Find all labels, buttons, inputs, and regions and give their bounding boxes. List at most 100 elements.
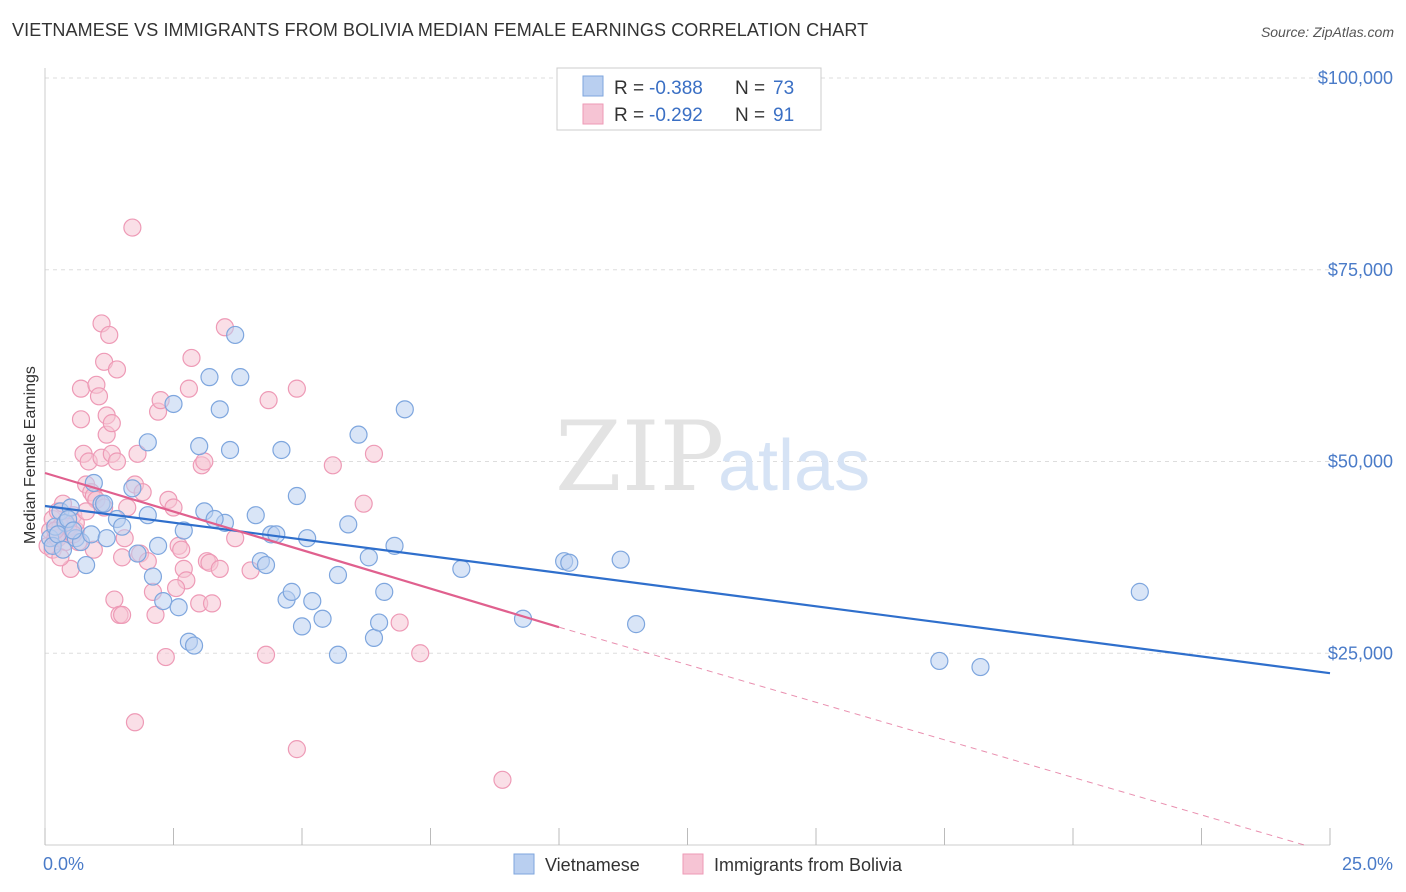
vietnamese-point-56 — [452, 559, 471, 578]
bolivia-point-62 — [210, 559, 229, 578]
bolivia-point-61 — [202, 594, 222, 613]
legend-swatch-vietnamese — [513, 853, 535, 875]
bolivia-point-82 — [112, 605, 132, 625]
stats-n-label-1: N = — [735, 78, 765, 99]
vietnamese-point-48 — [339, 515, 358, 534]
y-tick-label-0: $25,000 — [1328, 643, 1393, 663]
bolivia-point-54 — [179, 379, 199, 398]
stats-swatch-blue — [582, 75, 604, 97]
vietnamese-point-38 — [272, 440, 291, 460]
vietnamese-point-30 — [220, 440, 240, 460]
vietnamese-point-51 — [364, 628, 384, 648]
vietnamese-point-20 — [164, 394, 183, 414]
legend: Vietnamese Immigrants from Bolivia — [513, 853, 903, 875]
stats-swatch-pink — [582, 103, 604, 125]
vietnamese-point-43 — [298, 529, 317, 548]
vietnamese-point-44 — [303, 591, 322, 611]
y-axis-label: Median Female Earnings — [22, 366, 39, 544]
vietnamese-point-25 — [190, 437, 209, 456]
bolivia-point-47 — [156, 647, 175, 667]
vietnamese-point-63 — [971, 657, 990, 677]
vietnamese-point-41 — [287, 486, 306, 506]
vietnamese-point-12 — [95, 494, 114, 513]
vietnamese-point-45 — [313, 609, 332, 628]
bolivia-point-58 — [195, 452, 214, 471]
vietnamese-point-40 — [282, 582, 301, 601]
vietnamese-point-14 — [123, 479, 142, 498]
vietnamese-point-18 — [143, 567, 163, 586]
vietnamese-point-67 — [64, 521, 83, 540]
vietnamese-point-68 — [97, 529, 116, 548]
watermark: ZIP atlas — [555, 401, 870, 513]
bolivia-point-71 — [354, 494, 373, 513]
vietnamese-point-52 — [370, 613, 389, 632]
vietnamese-point-70 — [148, 536, 168, 555]
bolivia-point-68 — [287, 379, 306, 398]
bolivia-point-39 — [128, 444, 147, 463]
legend-label-bolivia: Immigrants from Bolivia — [714, 855, 903, 875]
trend-line-vietnamese — [44, 504, 1331, 675]
vietnamese-point-24 — [184, 636, 204, 655]
stats-n-label-2: N = — [735, 105, 765, 126]
bolivia-point-34 — [112, 548, 132, 567]
vietnamese-point-47 — [328, 565, 348, 585]
stats-n-value-2: 91 — [773, 105, 794, 126]
vietnamese-point-9 — [82, 525, 101, 544]
vietnamese-point-60 — [611, 550, 630, 569]
trend-line-bolivia — [44, 471, 560, 629]
vietnamese-point-49 — [349, 425, 368, 444]
stats-n-value-1: 73 — [773, 78, 794, 99]
y-tick-label-3: $100,000 — [1318, 68, 1393, 88]
bolivia-point-32 — [107, 360, 127, 379]
bolivia-point-69 — [287, 740, 306, 759]
bolivia-point-83 — [125, 713, 145, 732]
bolivia-point-70 — [323, 456, 342, 475]
vietnamese-point-53 — [375, 582, 394, 601]
vietnamese-point-27 — [200, 368, 219, 387]
bolivia-point-84 — [166, 578, 186, 598]
vietnamese-point-62 — [930, 651, 949, 671]
vietnamese-point-33 — [246, 506, 265, 525]
vietnamese-point-55 — [395, 400, 414, 419]
vietnamese-point-22 — [174, 521, 193, 540]
bolivia-point-51 — [172, 540, 191, 559]
vietnamese-point-42 — [292, 617, 312, 636]
bolivia-point-13 — [71, 410, 91, 429]
stats-r-label-1: R = — [614, 78, 644, 99]
bolivia-point-66 — [256, 645, 276, 664]
bolivia-point-22 — [89, 387, 109, 406]
chart-title: VIETNAMESE VS IMMIGRANTS FROM BOLIVIA ME… — [12, 20, 869, 40]
bolivia-point-72 — [364, 444, 384, 463]
bolivia-point-29 — [102, 414, 121, 433]
vietnamese-point-31 — [226, 325, 245, 345]
bolivia-point-14 — [71, 379, 91, 398]
gridlines — [45, 77, 1330, 654]
vietnamese-point-17 — [138, 433, 157, 452]
y-tick-label-1: $50,000 — [1328, 452, 1393, 472]
vietnamese-point-61 — [626, 615, 646, 634]
vietnamese-point-59 — [560, 553, 579, 572]
stats-box: R = -0.388 N = 73 R = -0.292 N = 91 — [556, 67, 822, 131]
vietnamese-point-46 — [328, 645, 348, 664]
stats-r-value-2: -0.292 — [649, 105, 703, 126]
bolivia-point-44 — [146, 605, 165, 625]
vietnamese-point-8 — [77, 555, 96, 575]
bolivia-point-73 — [390, 613, 409, 632]
bolivia-point-31 — [105, 590, 124, 609]
vietnamese-point-28 — [210, 400, 229, 419]
legend-swatch-bolivia — [682, 853, 704, 875]
axes — [44, 68, 1331, 846]
vietnamese-point-15 — [128, 544, 147, 563]
bolivia-point-75 — [493, 770, 512, 789]
vietnamese-point-21 — [169, 598, 188, 617]
y-tick-label-2: $75,000 — [1328, 260, 1393, 280]
legend-label-vietnamese: Vietnamese — [545, 855, 640, 875]
y-tick-labels: $25,000 $50,000 $75,000 $100,000 — [1318, 68, 1393, 663]
vietnamese-point-64 — [1130, 582, 1149, 601]
vietnamese-point-35 — [256, 555, 276, 575]
vietnamese-point-32 — [231, 368, 250, 387]
vietnamese-point-50 — [359, 548, 378, 567]
vietnamese-point-69 — [112, 517, 132, 536]
source-note: Source: ZipAtlas.com — [1260, 24, 1394, 40]
